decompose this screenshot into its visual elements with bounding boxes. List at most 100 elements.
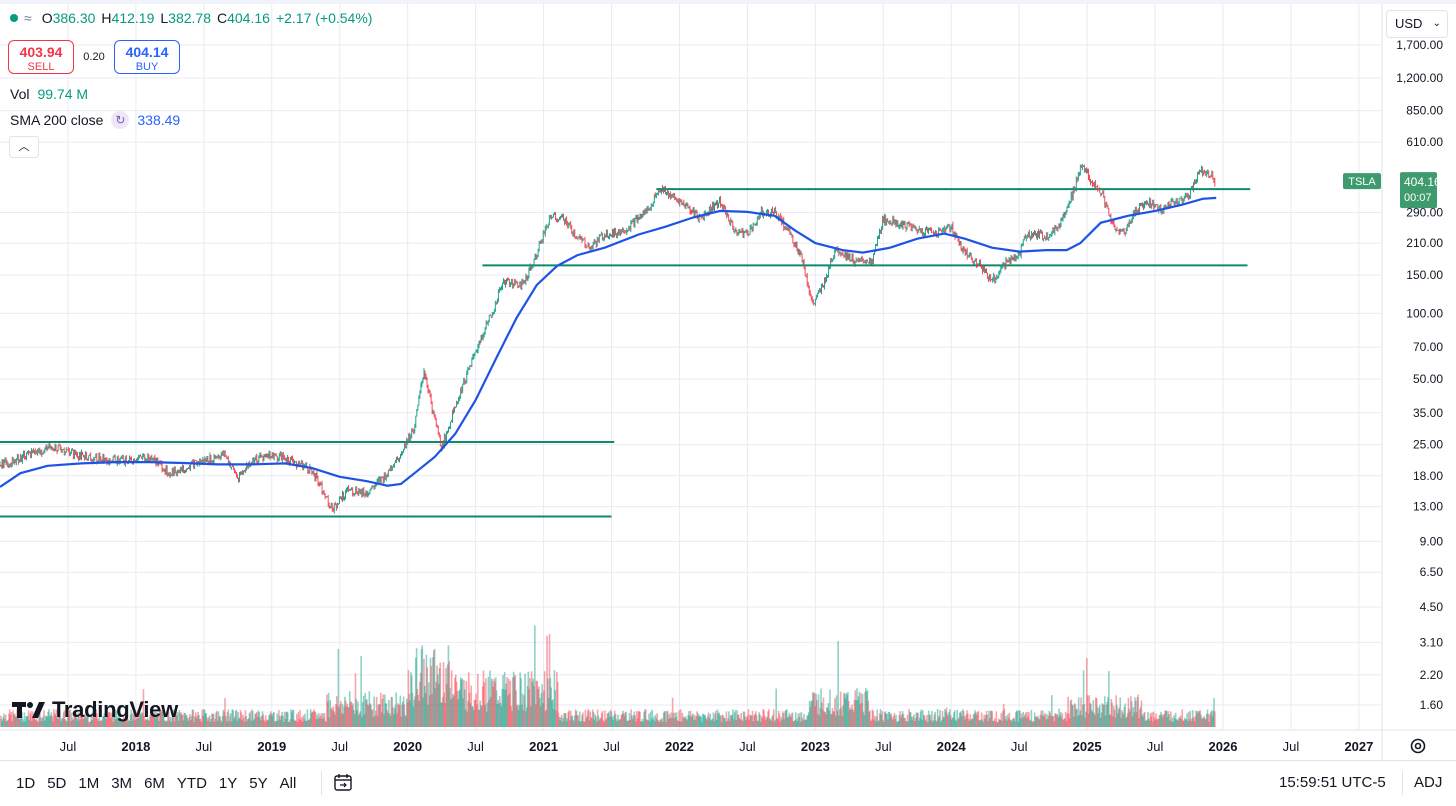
volume-bar (181, 714, 183, 727)
sma-legend[interactable]: SMA 200 close ↻ 338.49 (10, 111, 180, 129)
volume-bar (116, 716, 119, 727)
volume-bar (1081, 715, 1083, 727)
volume-bar (142, 689, 145, 727)
volume-bar (1166, 716, 1169, 727)
volume-bar (297, 712, 300, 727)
volume-bar (1052, 715, 1055, 727)
volume-bar (894, 718, 897, 727)
range-button-1d[interactable]: 1D (16, 775, 36, 792)
volume-bar (1028, 711, 1030, 727)
volume-bar (362, 695, 365, 727)
volume-bar (490, 697, 492, 727)
volume-bar (993, 718, 996, 727)
volume-bar (888, 712, 891, 727)
volume-bar (529, 678, 531, 727)
volume-bar (860, 692, 862, 727)
volume-bar (396, 713, 398, 727)
volume-bar (234, 710, 237, 727)
volume-bar (481, 686, 484, 727)
volume-bar (0, 715, 2, 727)
price-chart[interactable]: 1,700.001,200.00850.00610.00290.00210.00… (0, 0, 1456, 760)
volume-bar (892, 715, 895, 727)
volume-bar (381, 698, 384, 727)
volume-bar (148, 720, 150, 727)
volume-bar (323, 713, 326, 727)
adj-toggle[interactable]: ADJ (1414, 774, 1443, 791)
volume-bar (113, 712, 115, 727)
volume-bar (787, 716, 790, 727)
range-button-6m[interactable]: 6M (144, 775, 165, 792)
sell-button[interactable]: 403.94 SELL (8, 40, 74, 74)
calendar-icon[interactable] (333, 772, 353, 792)
volume-bar (321, 718, 323, 727)
volume-bar (273, 721, 276, 727)
volume-bar (865, 691, 868, 727)
volume-bar (406, 702, 409, 727)
settings-gear-icon[interactable] (1408, 736, 1428, 756)
clock-timezone[interactable]: 15:59:51 UTC-5 (1279, 774, 1386, 791)
volume-bar (507, 695, 509, 727)
volume-bar (475, 693, 477, 727)
volume-bar (315, 719, 318, 727)
volume-bar (545, 709, 548, 727)
volume-bar (374, 715, 376, 727)
volume-bar (1162, 714, 1165, 727)
volume-bar (270, 713, 273, 727)
volume-bar (1198, 711, 1201, 727)
volume-bar (7, 719, 9, 727)
volume-bar (582, 721, 585, 727)
volume-bar (811, 700, 813, 727)
volume-bar (558, 717, 561, 727)
volume-bar (446, 664, 449, 727)
range-button-5d[interactable]: 5D (47, 775, 67, 792)
volume-bar (1209, 714, 1211, 727)
volume-bar (13, 714, 15, 727)
volume-bar (437, 674, 439, 727)
volume-bar (344, 696, 346, 727)
volume-bar (589, 711, 592, 727)
buy-button[interactable]: 404.14 BUY (114, 40, 180, 74)
volume-bar (83, 714, 86, 727)
volume-bar (138, 712, 141, 727)
volume-bar (794, 720, 796, 727)
range-button-5y[interactable]: 5Y (249, 775, 268, 792)
volume-bar (188, 716, 190, 727)
volume-bar (735, 720, 738, 727)
range-button-1m[interactable]: 1M (78, 775, 100, 792)
volume-bar (551, 699, 554, 727)
volume-bar (961, 716, 963, 727)
volume-bar (1203, 716, 1206, 727)
volume-bar (981, 719, 984, 727)
range-button-ytd[interactable]: YTD (176, 775, 207, 792)
volume-bar (326, 701, 329, 727)
volume-bar (763, 710, 765, 727)
volume-bar (159, 711, 162, 727)
range-button-all[interactable]: All (279, 775, 297, 792)
volume-bar (213, 721, 216, 727)
volume-legend[interactable]: Vol 99.74 M (10, 86, 88, 102)
volume-bar (1091, 712, 1094, 727)
volume-bar (529, 706, 532, 727)
volume-bar (958, 717, 960, 727)
x-tick-label: 2020 (393, 739, 422, 754)
volume-bar (1064, 711, 1067, 727)
volume-bar (31, 711, 34, 727)
currency-select[interactable]: USD ⌄ (1386, 10, 1448, 38)
collapse-legend-button[interactable]: ︿ (9, 136, 39, 158)
range-button-1y[interactable]: 1Y (218, 775, 238, 792)
volume-bar (791, 712, 794, 727)
volume-bar (299, 710, 301, 727)
volume-bar (300, 720, 302, 727)
range-button-3m[interactable]: 3M (111, 775, 133, 792)
volume-bar (642, 721, 645, 727)
volume-bar (282, 721, 285, 727)
volume-bar (601, 710, 604, 727)
volume-bar (17, 716, 20, 727)
volume-bar (318, 718, 321, 727)
volume-bar (1017, 721, 1020, 727)
volume-bar (580, 720, 583, 727)
volume-bar (407, 670, 410, 727)
volume-bar (644, 709, 646, 727)
volume-bar (433, 648, 436, 727)
sync-icon[interactable]: ↻ (111, 111, 130, 129)
